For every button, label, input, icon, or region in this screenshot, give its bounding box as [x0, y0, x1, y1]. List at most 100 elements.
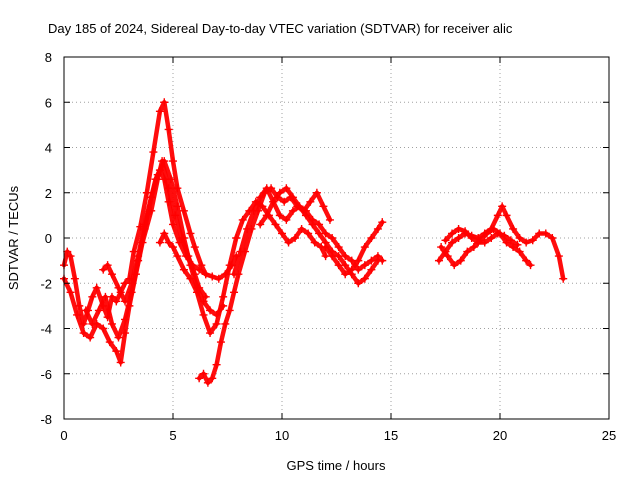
series-line	[157, 199, 328, 336]
data-point	[526, 261, 535, 270]
data-point	[456, 256, 465, 265]
data-point	[155, 238, 164, 247]
data-point	[107, 319, 116, 328]
series-1	[60, 98, 210, 328]
x-axis-label: GPS time / hours	[287, 458, 386, 473]
data-point	[515, 247, 524, 256]
data-point	[129, 247, 138, 256]
data-point	[522, 256, 531, 265]
data-point	[288, 206, 297, 215]
y-tick-label: -6	[40, 367, 52, 382]
axes: 0 5 10 15 20 25 -8 -6 -4 -2 0 2 4 6 8	[40, 50, 616, 443]
data-point	[99, 324, 108, 333]
data-point	[197, 261, 206, 270]
data-point	[450, 261, 459, 270]
data-point	[101, 292, 110, 301]
data-point	[70, 274, 79, 283]
data-point	[360, 243, 369, 252]
data-point	[341, 270, 350, 279]
data-point	[498, 202, 507, 211]
data-point	[312, 188, 321, 197]
series-5	[155, 197, 330, 338]
data-point	[116, 358, 125, 367]
data-point	[295, 202, 304, 211]
x-tick-label: 20	[493, 428, 507, 443]
data-point	[480, 238, 489, 247]
x-tick-label: 0	[60, 428, 67, 443]
data-point	[469, 243, 478, 252]
data-point	[195, 374, 204, 383]
data-point	[454, 234, 463, 242]
data-point	[256, 193, 265, 202]
data-point	[107, 270, 116, 279]
data-point	[179, 206, 188, 215]
x-tick-label: 5	[169, 428, 176, 443]
data-point	[373, 224, 382, 233]
data-point	[559, 274, 568, 283]
data-point	[160, 175, 169, 184]
y-axis-label: SDTVAR / TECUs	[6, 185, 21, 290]
data-point	[448, 229, 457, 238]
data-point	[114, 333, 123, 342]
chart-title: Day 185 of 2024, Sidereal Day-to-day VTE…	[48, 21, 513, 36]
data-point	[354, 256, 363, 265]
data-point	[278, 229, 286, 238]
data-point	[461, 227, 470, 236]
data-point	[151, 175, 160, 184]
data-point	[175, 238, 184, 247]
series-line	[323, 219, 385, 277]
data-point	[282, 184, 291, 193]
data-point	[169, 243, 177, 252]
data-point	[275, 188, 284, 197]
data-point	[493, 211, 502, 220]
data-point	[225, 306, 234, 315]
data-point	[88, 319, 97, 328]
data-point	[214, 274, 223, 283]
data-point	[502, 211, 511, 220]
data-point	[280, 197, 289, 206]
data-point	[179, 234, 188, 242]
data-point	[182, 252, 191, 261]
x-tick-label: 25	[602, 428, 616, 443]
data-point	[271, 220, 280, 229]
data-point	[288, 193, 297, 202]
data-point	[186, 274, 195, 283]
series-11	[437, 224, 535, 270]
data-point	[186, 229, 195, 238]
data-point	[86, 333, 95, 342]
data-point	[103, 261, 112, 270]
data-point	[306, 197, 315, 206]
data-point	[164, 238, 173, 247]
data-point	[155, 166, 164, 175]
data-point	[190, 243, 199, 252]
data-point	[243, 224, 252, 233]
data-point	[149, 148, 158, 157]
data-point	[367, 234, 376, 242]
y-tick-label: 8	[45, 50, 52, 65]
data-series	[60, 98, 568, 387]
data-point	[173, 252, 182, 261]
data-point	[225, 261, 234, 270]
data-point	[284, 238, 293, 247]
series-line	[61, 100, 208, 327]
data-point	[522, 238, 531, 247]
data-point	[92, 283, 101, 292]
data-point	[360, 261, 369, 270]
data-point	[134, 252, 143, 261]
data-point	[195, 265, 204, 274]
y-tick-label: 6	[45, 95, 52, 110]
data-point	[262, 184, 271, 193]
data-point	[509, 224, 518, 233]
data-point	[319, 202, 328, 211]
data-point	[515, 234, 524, 242]
y-tick-label: -2	[40, 276, 52, 291]
data-point	[73, 310, 82, 319]
data-point	[203, 378, 212, 387]
data-point	[66, 252, 75, 261]
data-point	[238, 215, 247, 224]
data-point	[467, 234, 476, 242]
data-point	[269, 197, 278, 206]
data-point	[256, 220, 265, 229]
data-point	[548, 234, 557, 242]
